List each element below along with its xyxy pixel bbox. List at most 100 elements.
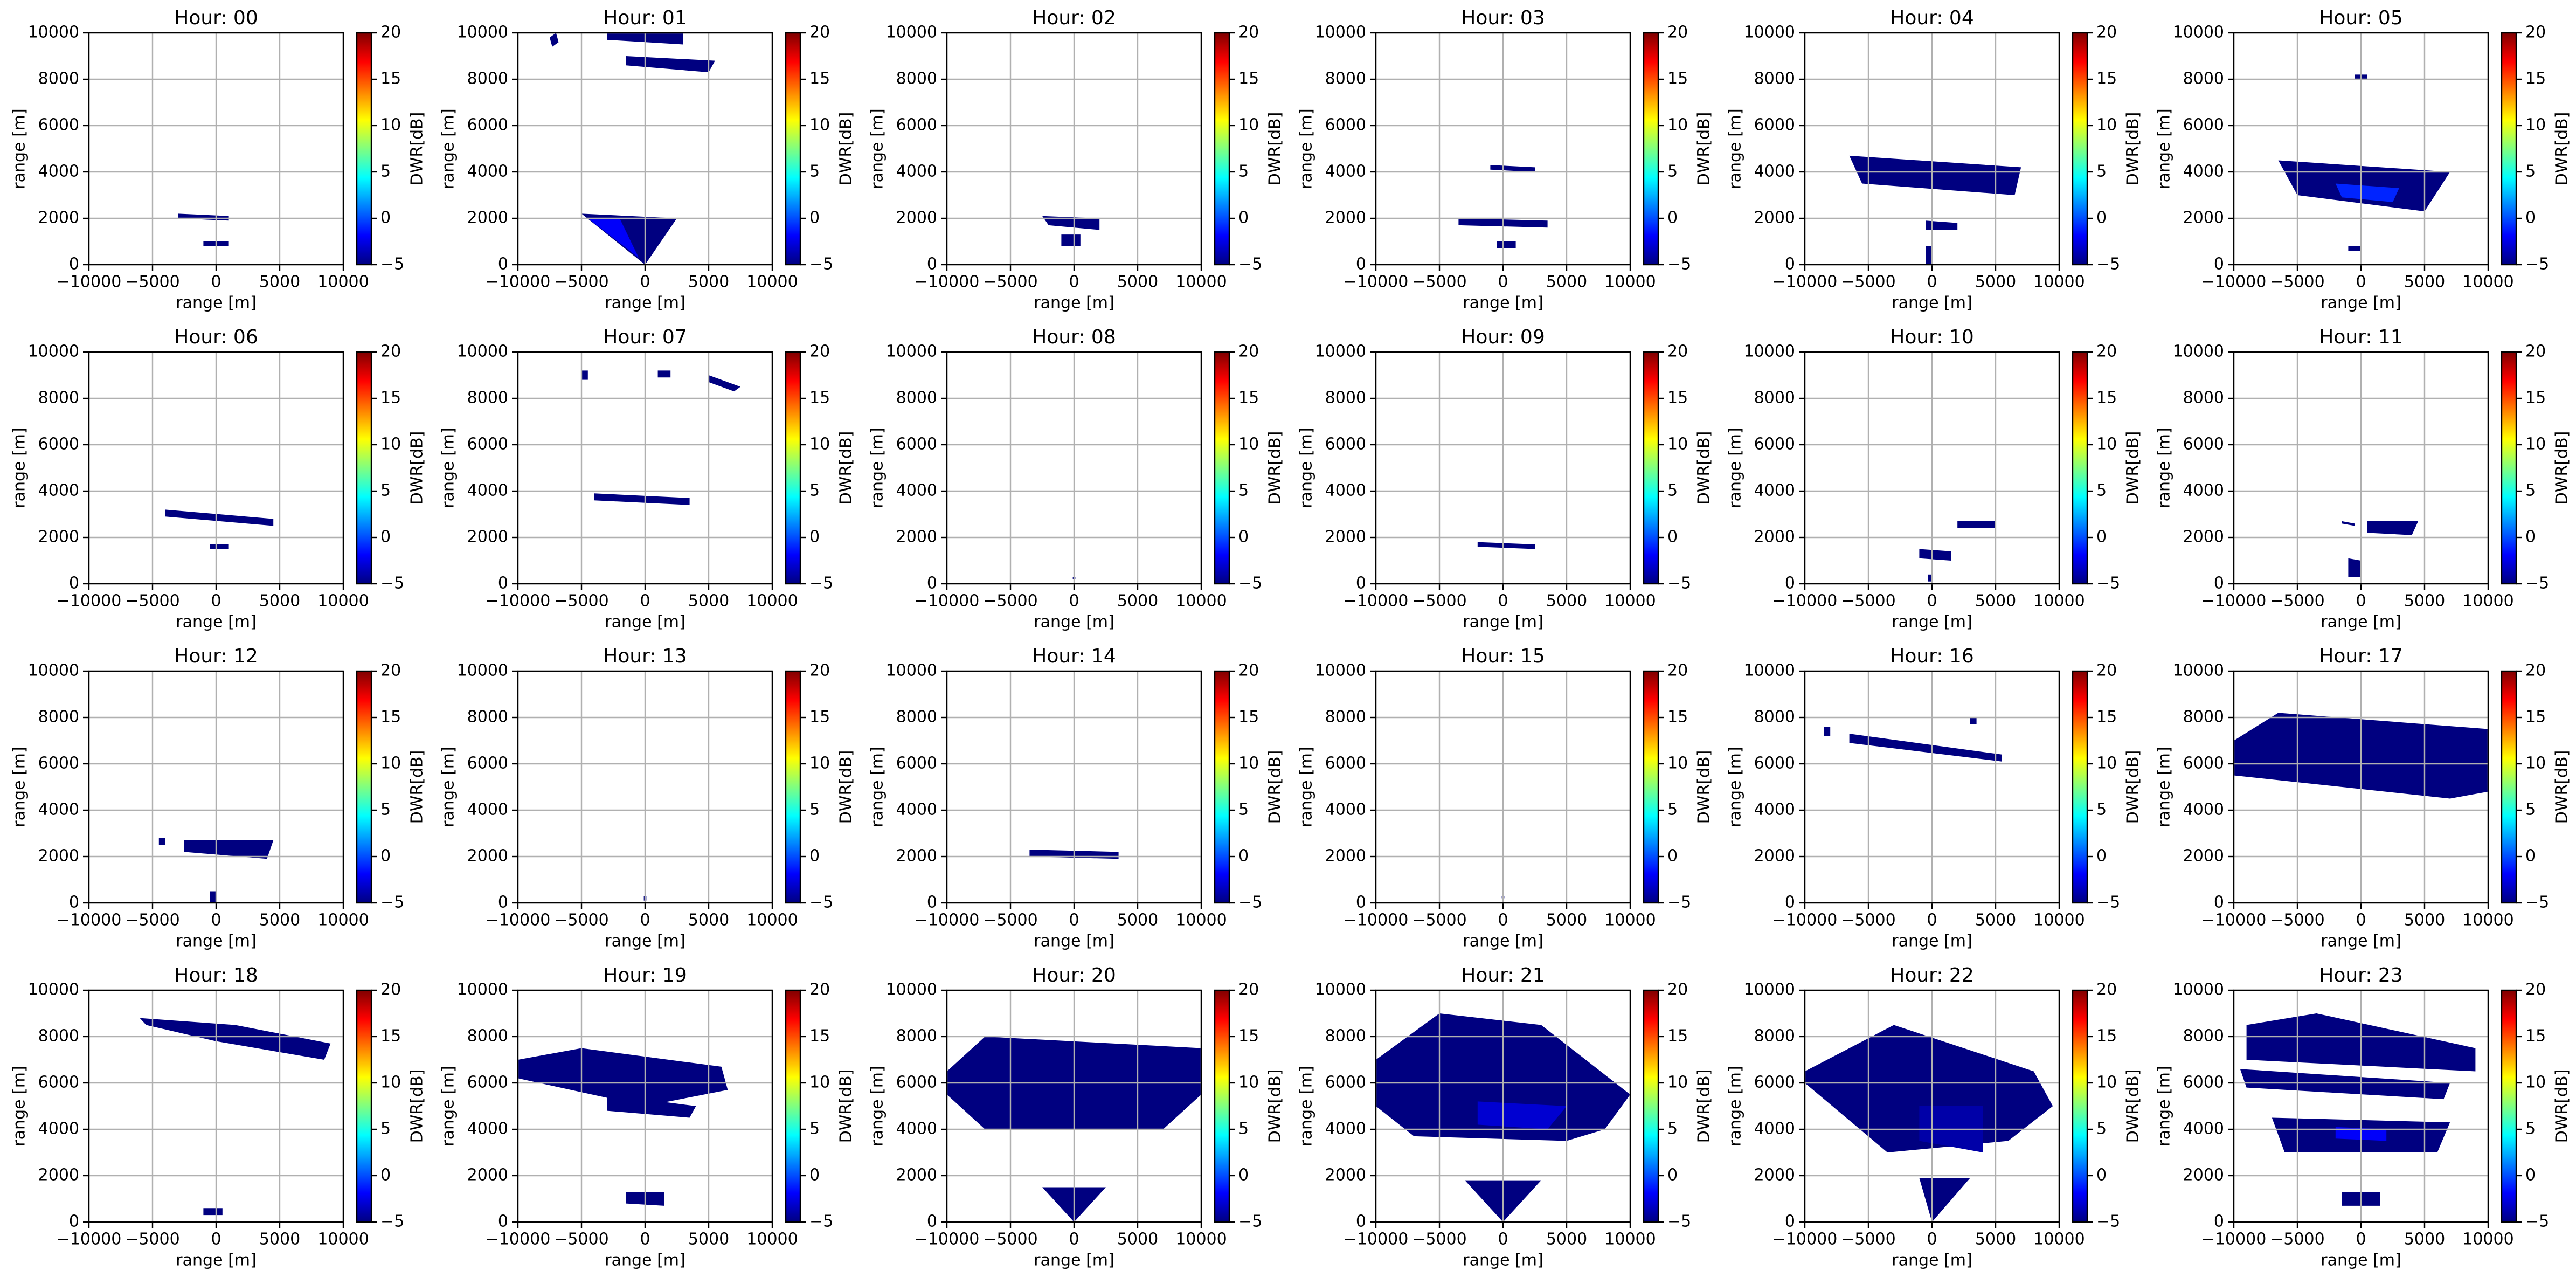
- colorbar: [356, 351, 372, 585]
- panel: −10000 −5000 0 5000 10000 0 2000 4000 6000 8000 10…: [868, 7, 1285, 313]
- plot-frame: [1375, 670, 1631, 904]
- x-tick-label: 5000: [1546, 592, 1587, 611]
- x-tick-label: −10000: [1344, 273, 1409, 292]
- colorbar-tick-label: 15: [1667, 70, 1688, 88]
- x-tick-label: −10000: [2201, 273, 2267, 292]
- echo: [581, 370, 588, 380]
- y-tick-label: 0: [498, 574, 508, 593]
- y-tick-label: 0: [69, 893, 79, 912]
- x-axis-label: range [m]: [176, 932, 256, 951]
- echo: [2240, 1069, 2450, 1100]
- y-tick-label: 8000: [1325, 708, 1366, 727]
- x-tick-label: 0: [211, 592, 221, 611]
- x-tick-label: 5000: [259, 911, 300, 930]
- x-axis-label: range [m]: [1892, 613, 1972, 632]
- x-tick-label: −5000: [1412, 273, 1466, 292]
- x-tick-label: 10000: [317, 273, 369, 292]
- y-tick-label: 6000: [1325, 1073, 1366, 1092]
- echo-layer: [158, 838, 274, 903]
- colorbar-tick-label: −5: [809, 255, 833, 274]
- x-axis-label: range [m]: [1463, 1251, 1543, 1270]
- panel: −10000 −5000 0 5000 10000 0 2000 4000 6000 8000 10…: [2155, 7, 2572, 313]
- colorbar-tick-label: 5: [2525, 162, 2536, 181]
- x-tick-label: −5000: [554, 592, 608, 611]
- plot-frame: [946, 670, 1202, 904]
- colorbar-tick-label: 10: [1667, 754, 1688, 773]
- x-tick-label: −5000: [554, 1230, 608, 1249]
- y-tick-label: 6000: [1325, 435, 1366, 454]
- echo: [158, 838, 165, 845]
- plot-frame: [2233, 32, 2489, 266]
- colorbar: [1643, 32, 1659, 266]
- colorbar-tick-label: 0: [1667, 1166, 1678, 1185]
- colorbar-tick-label: −5: [2096, 893, 2120, 912]
- x-tick-label: 0: [211, 1230, 221, 1249]
- colorbar-tick-label: 15: [1667, 389, 1688, 408]
- y-tick-label: 8000: [467, 708, 508, 727]
- colorbar-tick-label: 20: [1667, 342, 1688, 361]
- echo: [178, 213, 229, 221]
- colorbar-tick-label: 0: [380, 209, 391, 227]
- y-tick-label: 8000: [467, 1027, 508, 1046]
- colorbar-tick-label: 10: [2525, 1073, 2546, 1092]
- y-axis-label: range [m]: [10, 427, 29, 508]
- colorbar-tick-label: 20: [2096, 342, 2117, 361]
- y-axis-label: range [m]: [2155, 108, 2174, 189]
- y-tick-label: 2000: [896, 209, 937, 227]
- x-tick-label: 5000: [1546, 273, 1587, 292]
- echo: [210, 891, 216, 903]
- y-tick-label: 10000: [2173, 981, 2224, 999]
- echo: [518, 1048, 728, 1106]
- y-tick-label: 10000: [28, 342, 79, 361]
- x-axis-label: range [m]: [605, 613, 685, 632]
- panel-title: Hour: 21: [1461, 964, 1545, 986]
- y-axis-label: range [m]: [1297, 747, 1316, 827]
- colorbar-tick-label: −5: [2096, 1212, 2120, 1231]
- colorbar: [1214, 989, 1230, 1223]
- x-tick-label: 10000: [1604, 273, 1656, 292]
- colorbar-tick-label: 10: [809, 1073, 830, 1092]
- x-tick-label: −5000: [2270, 592, 2324, 611]
- y-tick-label: 6000: [38, 435, 79, 454]
- x-tick-label: −5000: [983, 1230, 1037, 1249]
- colorbar-tick-label: 5: [380, 162, 391, 181]
- echo-layer: [1919, 521, 1996, 582]
- y-tick-label: 2000: [2183, 528, 2224, 547]
- colorbar-tick-label: 5: [809, 800, 820, 819]
- y-tick-label: 6000: [896, 116, 937, 135]
- colorbar: [785, 670, 801, 904]
- x-tick-label: −5000: [2270, 273, 2324, 292]
- panel-title: Hour: 23: [2319, 964, 2402, 986]
- x-tick-label: −5000: [1412, 911, 1466, 930]
- colorbar-label: DWR[dB]: [1695, 112, 1714, 186]
- x-tick-label: −10000: [1772, 273, 1838, 292]
- panel-title: Hour: 06: [174, 326, 258, 348]
- colorbar-tick-label: 0: [2525, 847, 2536, 866]
- y-tick-label: 6000: [2183, 1073, 2224, 1092]
- y-tick-label: 2000: [1325, 209, 1366, 227]
- y-axis-label: range [m]: [868, 747, 887, 827]
- echo: [1919, 1178, 1970, 1222]
- y-tick-label: 10000: [886, 342, 937, 361]
- colorbar-tick-label: −5: [1238, 255, 1262, 274]
- y-tick-label: 6000: [1754, 435, 1795, 454]
- echo: [550, 33, 559, 47]
- colorbar-tick-label: 10: [809, 435, 830, 454]
- x-tick-label: −5000: [1841, 273, 1895, 292]
- y-tick-label: 0: [1785, 1212, 1795, 1231]
- echo-layer: [165, 509, 274, 549]
- colorbar-tick-label: 10: [2525, 116, 2546, 135]
- y-axis-label: range [m]: [439, 747, 458, 827]
- y-tick-label: 0: [2214, 1212, 2224, 1231]
- colorbar-tick-label: −5: [809, 893, 833, 912]
- y-tick-label: 2000: [2183, 1166, 2224, 1185]
- x-tick-label: 5000: [2404, 911, 2445, 930]
- colorbar: [785, 351, 801, 585]
- y-tick-label: 10000: [1315, 981, 1366, 999]
- y-tick-label: 2000: [1325, 528, 1366, 547]
- y-tick-label: 6000: [896, 435, 937, 454]
- x-tick-label: −10000: [1344, 911, 1409, 930]
- y-tick-label: 8000: [38, 1027, 79, 1046]
- panel: −10000 −5000 0 5000 10000 0 2000 4000 6000 8000 10…: [1297, 645, 1714, 951]
- colorbar: [785, 989, 801, 1223]
